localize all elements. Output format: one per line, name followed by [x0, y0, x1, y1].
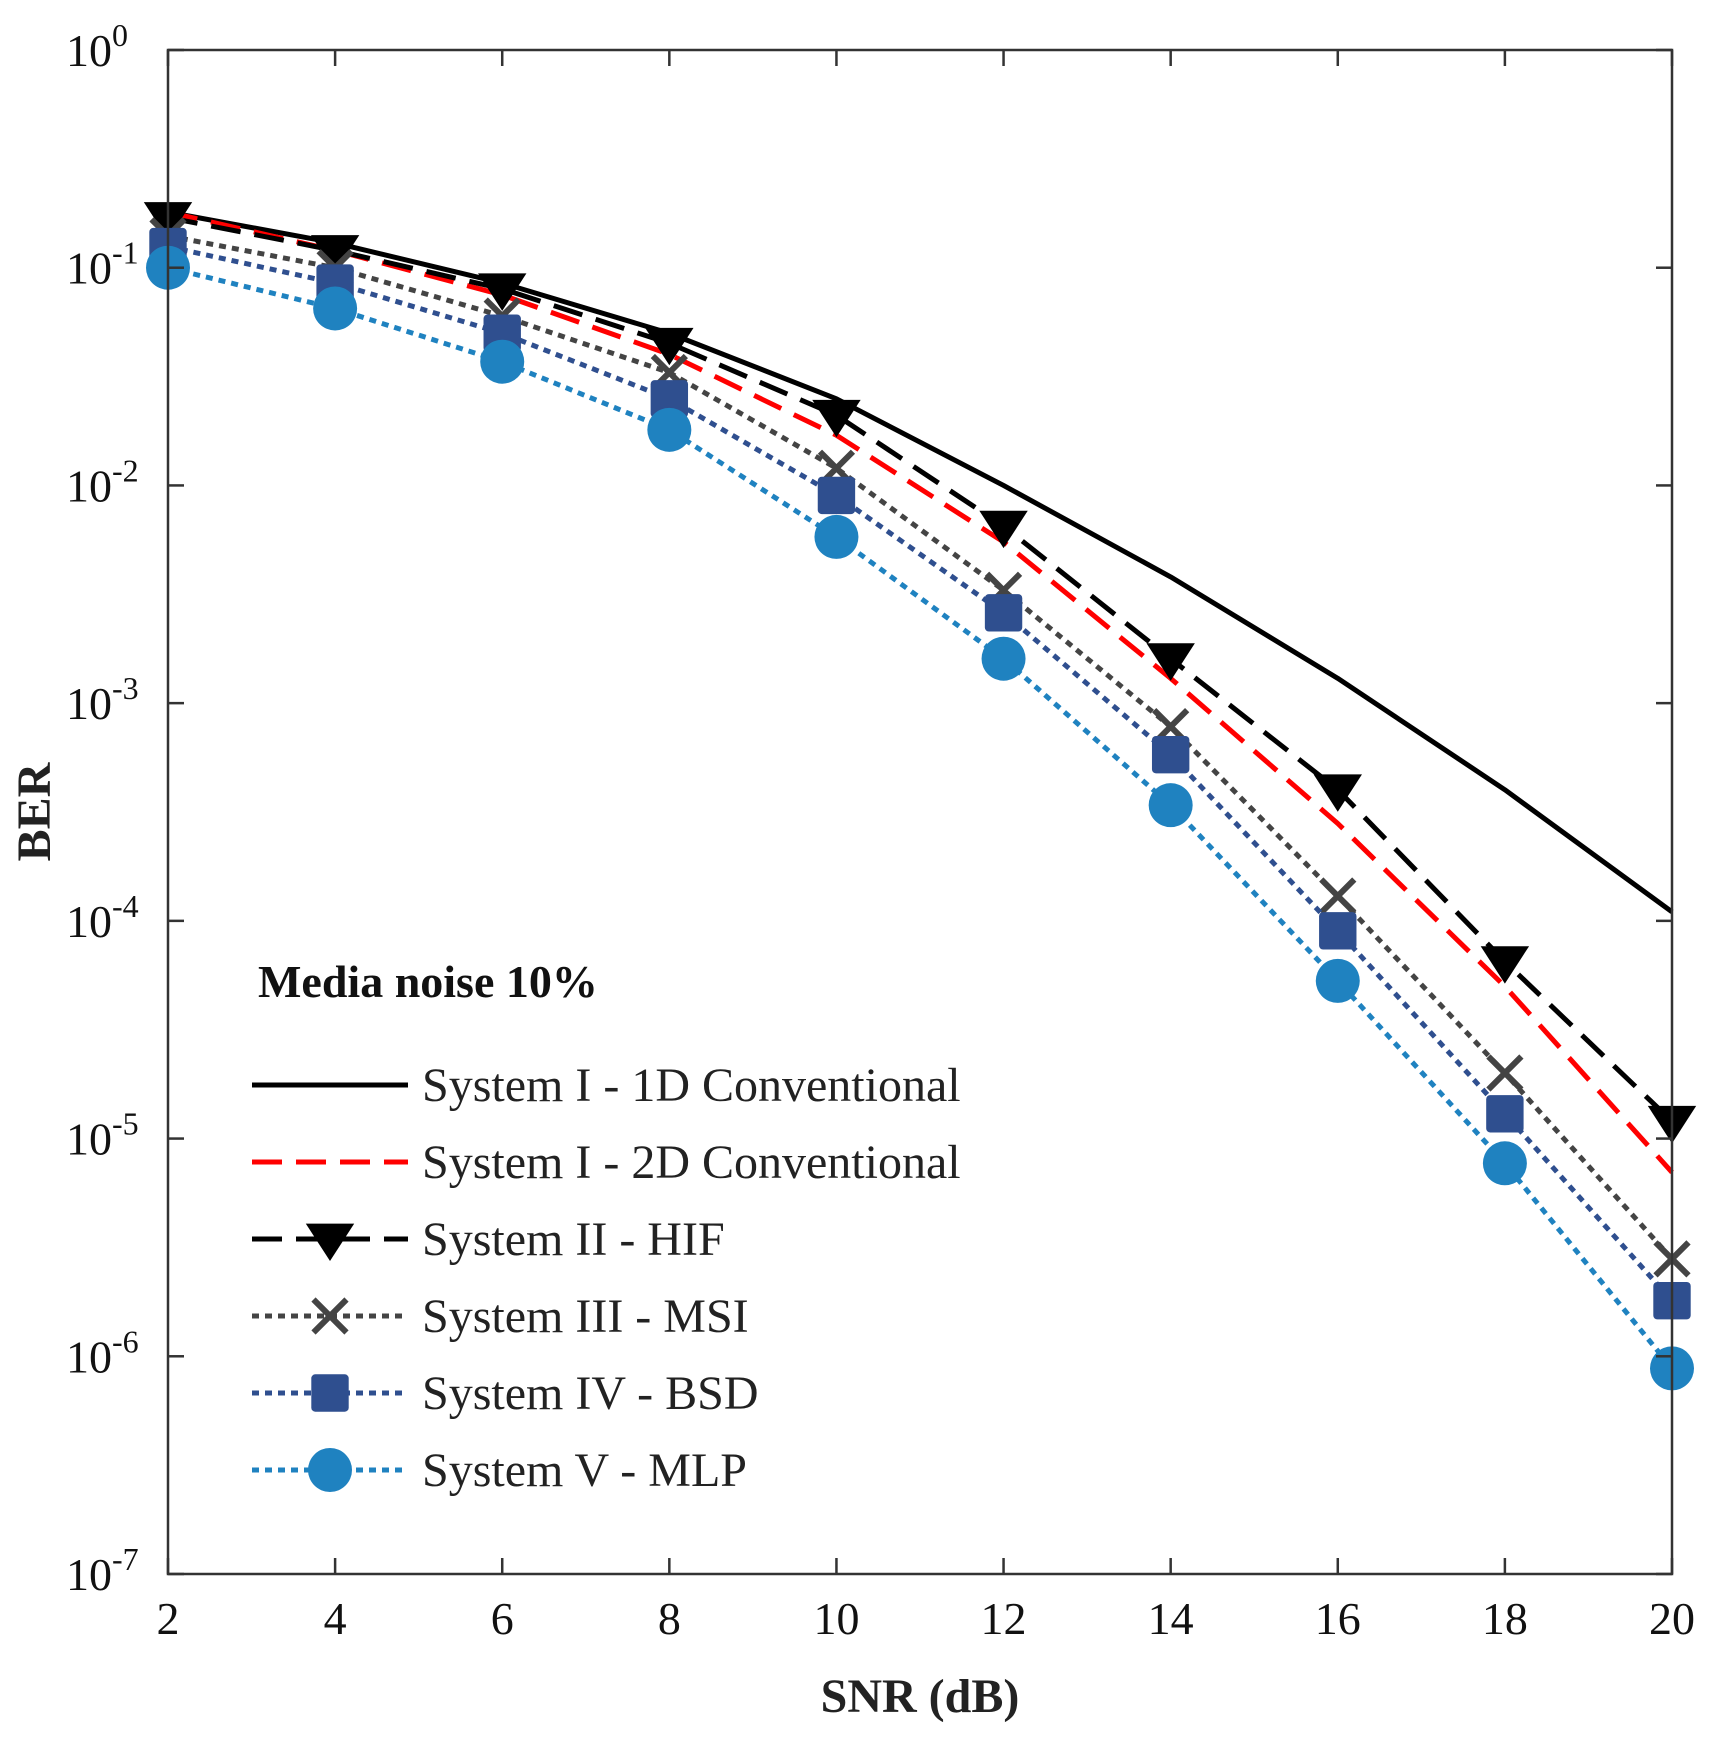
marker-triangle [645, 327, 694, 366]
y-tick-label: 10-2 [66, 452, 139, 511]
marker-circle [308, 1448, 352, 1492]
y-tick-base: 10 [66, 678, 112, 729]
x-tick-label: 14 [1148, 1593, 1194, 1644]
y-tick-exponent: 0 [112, 17, 128, 53]
marker-triangle [1313, 774, 1362, 812]
marker-triangle [979, 510, 1028, 549]
marker-square [817, 476, 856, 515]
y-tick-exponent: -1 [112, 235, 139, 271]
y-tick-label: 10-4 [66, 888, 139, 947]
marker-triangle [310, 235, 360, 273]
legend-item-5: System IV - BSD [252, 1367, 759, 1420]
marker-circle [1482, 1141, 1527, 1186]
x-tick-label: 4 [324, 1593, 347, 1644]
y-tick-label: 10-3 [66, 670, 139, 729]
series-1 [167, 209, 1674, 914]
marker-square [1151, 735, 1190, 774]
series-3 [143, 202, 1697, 1144]
series-line [167, 215, 1674, 1124]
marker-triangle [1480, 946, 1530, 984]
marker-square [1319, 912, 1357, 950]
legend-title: Media noise 10% [258, 956, 598, 1007]
axis-tick-labels: 2 4 6 8 10 12 14 16 18 2010010-110-210-310-410-51… [66, 17, 1695, 1644]
marker-x [1486, 1054, 1524, 1092]
marker-circle [981, 636, 1026, 681]
legend-item-1: System I - 1D Conventional [252, 1059, 961, 1112]
y-tick-base: 10 [66, 243, 112, 294]
y-tick-exponent: -5 [112, 1106, 139, 1142]
marker-triangle [1146, 643, 1195, 681]
legend-item-2: System I - 2D Conventional [252, 1136, 961, 1189]
legend-item-3: System II - HIF [252, 1213, 725, 1266]
marker-triangle [478, 273, 527, 311]
marker-square [311, 1374, 349, 1412]
y-tick-base: 10 [66, 896, 112, 947]
marker-circle [313, 286, 358, 331]
marker-circle [814, 514, 859, 559]
series-line [167, 265, 1674, 1370]
y-tick-label: 10-1 [66, 235, 139, 294]
series-6 [146, 245, 1694, 1391]
legend-label: System III - MSI [422, 1290, 749, 1343]
marker-square [984, 594, 1023, 632]
series-line [167, 244, 1674, 1303]
x-tick-label: 2 [157, 1593, 180, 1644]
marker-circle [480, 339, 525, 384]
legend-item-4: System III - MSI [252, 1290, 749, 1343]
marker-triangle [305, 1223, 355, 1261]
marker-x [1319, 877, 1357, 915]
x-tick-label: 8 [658, 1593, 681, 1644]
y-tick-base: 10 [66, 1114, 112, 1165]
series-4 [149, 217, 1691, 1278]
marker-circle [647, 407, 692, 452]
x-tick-label: 10 [813, 1593, 859, 1644]
y-tick-base: 10 [66, 25, 112, 76]
x-tick-label: 12 [981, 1593, 1027, 1644]
y-tick-label: 10-7 [66, 1541, 139, 1600]
x-axis-title: SNR (dB) [821, 1670, 1020, 1723]
marker-circle [1315, 958, 1360, 1003]
series-line [167, 209, 1674, 914]
y-tick-base: 10 [66, 460, 112, 511]
y-tick-base: 10 [66, 1331, 112, 1382]
axis-ticks [166, 48, 1674, 1576]
legend-label: System II - HIF [422, 1213, 725, 1266]
legend: Media noise 10% System I - 1D Convention… [252, 956, 961, 1497]
legend-label: System V - MLP [422, 1444, 747, 1497]
series-2 [167, 209, 1674, 1174]
y-tick-exponent: -4 [112, 888, 139, 924]
y-tick-base: 10 [66, 1549, 112, 1600]
plot-frame [166, 48, 1674, 1576]
y-tick-exponent: -3 [112, 670, 139, 706]
legend-label: System I - 1D Conventional [422, 1059, 961, 1112]
marker-square [650, 380, 689, 418]
y-axis-title: BER [8, 761, 61, 861]
y-tick-exponent: -2 [112, 452, 139, 488]
y-tick-label: 100 [66, 17, 128, 76]
y-tick-exponent: -7 [112, 1541, 139, 1577]
series-line [167, 233, 1674, 1261]
marker-circle [1148, 783, 1193, 828]
x-tick-label: 20 [1649, 1593, 1695, 1644]
marker-x [311, 1297, 349, 1335]
plot-series [143, 202, 1697, 1391]
y-tick-exponent: -6 [112, 1323, 139, 1359]
y-tick-label: 10-6 [66, 1323, 139, 1382]
legend-item-6: System V - MLP [252, 1444, 747, 1497]
legend-label: System IV - BSD [422, 1367, 759, 1420]
x-tick-label: 18 [1482, 1593, 1528, 1644]
legend-label: System I - 2D Conventional [422, 1136, 961, 1189]
x-tick-label: 16 [1315, 1593, 1361, 1644]
x-tick-label: 6 [491, 1593, 514, 1644]
series-line [167, 209, 1674, 1174]
marker-square [1486, 1095, 1524, 1133]
y-tick-label: 10-5 [66, 1106, 139, 1165]
marker-triangle [812, 399, 861, 438]
